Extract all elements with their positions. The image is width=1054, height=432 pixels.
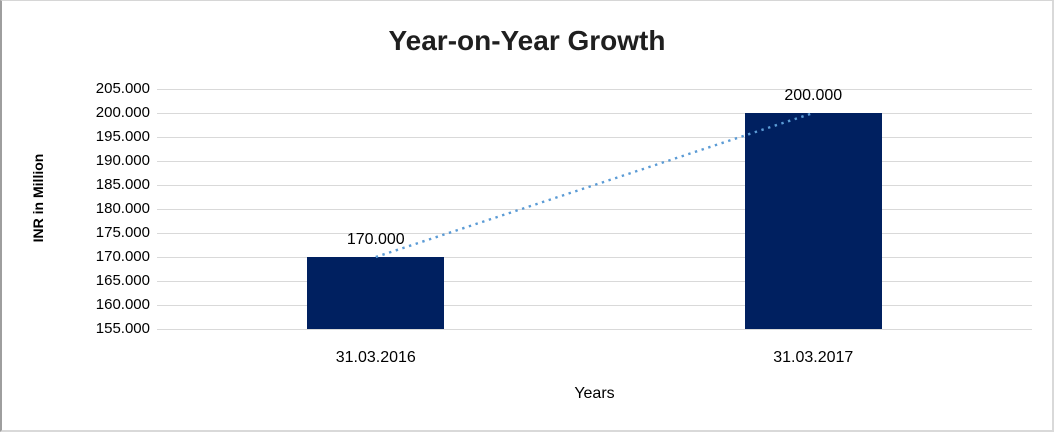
gridline [157,304,1032,306]
plot-area [157,88,1032,330]
gridline [157,136,1032,138]
y-tick-label: 185.000 [95,176,150,193]
y-tick-label: 170.000 [95,248,150,265]
y-tick-label: 165.000 [95,272,150,289]
x-axis-title: Years [574,385,615,402]
y-tick-label: 155.000 [95,320,150,337]
y-tick-label: 200.000 [95,104,150,121]
x-tick-label: 31.03.2016 [335,349,416,366]
bar-31.03.2016 [307,257,445,329]
gridline [157,184,1032,186]
data-label: 170.000 [346,231,405,248]
y-tick-label: 195.000 [95,128,150,145]
gridline [157,280,1032,282]
gridline [157,208,1032,210]
gridline [157,256,1032,258]
chart-title: Year-on-Year Growth [388,25,666,56]
bar-31.03.2017 [744,113,882,329]
gridline [157,328,1032,330]
data-label: 200.000 [784,87,843,104]
y-tick-label: 205.000 [95,80,150,97]
gridline [157,88,1032,90]
gridline [157,160,1032,162]
y-tick-label: 180.000 [95,200,150,217]
gridline [157,112,1032,114]
y-tick-label: 175.000 [95,224,150,241]
y-tick-label: 160.000 [95,296,150,313]
x-tick-label: 31.03.2017 [773,349,854,366]
y-tick-label: 190.000 [95,152,150,169]
